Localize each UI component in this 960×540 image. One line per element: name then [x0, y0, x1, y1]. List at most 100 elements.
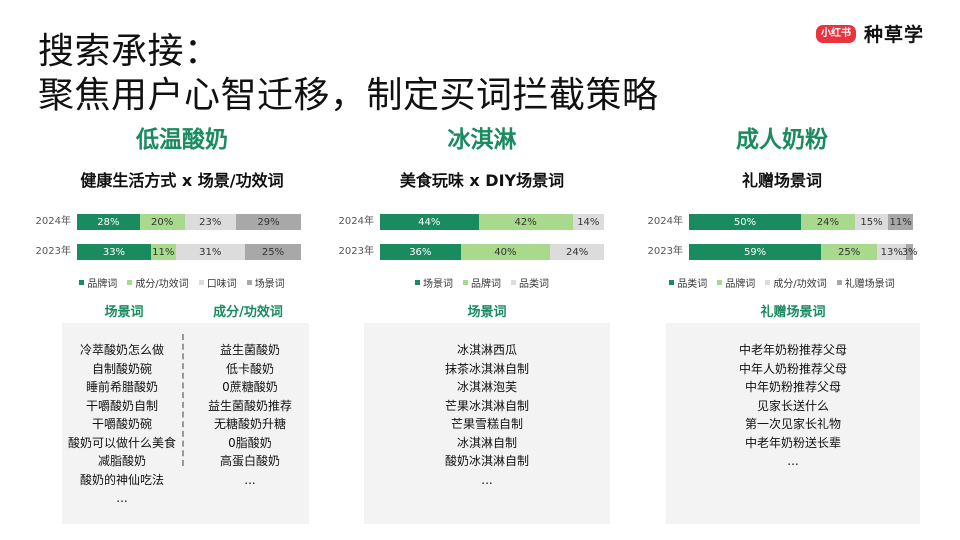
keyword-item: 自制酸奶碗 — [91, 361, 152, 376]
bar-segment: 14% — [572, 214, 604, 230]
legend-item: 场景词 — [246, 275, 285, 290]
year-label: 2024年 — [35, 216, 71, 227]
keyword-item: 冰淇淋自制 — [456, 435, 517, 450]
bar-data-label: 24% — [565, 246, 589, 258]
yogurt-scene-list: 冷萃酸奶怎么做 自制酸奶碗 睡前希腊酸奶 干嚼酸奶自制 干嚼酸奶碗 酸奶可以做什么美食 减脂… — [62, 341, 182, 508]
keyword-item: ... — [787, 454, 799, 468]
bar-data-label: 59% — [743, 246, 767, 258]
bar-segment: 28% — [77, 214, 140, 230]
legend-swatch — [463, 280, 468, 285]
legend-item: 场景词 — [415, 275, 453, 290]
keyword-item: 减脂酸奶 — [97, 454, 146, 468]
legend-item: 品牌词 — [717, 275, 755, 290]
legend-item: 品类词 — [511, 275, 549, 290]
bar-segment: 24% — [550, 244, 604, 260]
yogurt-scene-heading: 场景词 — [104, 305, 144, 320]
legend-label: 品牌词 — [87, 279, 118, 290]
bar-data-label: 50% — [733, 216, 757, 228]
keyword-item: 0脂酸奶 — [228, 435, 272, 450]
chart-1-title: 低温酸奶 — [136, 127, 228, 153]
bar-data-label: 25% — [261, 246, 285, 258]
keyword-item: 酸奶的神仙吃法 — [79, 472, 164, 487]
bar-data-label: 14% — [577, 216, 600, 228]
bar-segment: 29% — [236, 214, 301, 230]
bar-data-label: 42% — [514, 216, 537, 228]
bar-segment: 25% — [821, 244, 878, 260]
keyword-item: 第一次见家长礼物 — [744, 417, 841, 431]
bar-data-label: 31% — [199, 246, 222, 258]
keyword-item: 益生菌酸奶推荐 — [207, 398, 292, 413]
yogurt-function-heading: 成分/功效词 — [213, 305, 283, 320]
keyword-item: 抹茶冰淇淋自制 — [444, 361, 529, 376]
legend-item: 品牌词 — [463, 275, 501, 290]
keyword-item: 干嚼酸奶自制 — [85, 398, 158, 413]
keyword-item: 见家长送什么 — [756, 398, 829, 413]
bar-data-label: 36% — [409, 246, 432, 258]
bar-data-label: 28% — [97, 216, 120, 228]
keyword-item: 高蛋白酸奶 — [219, 454, 280, 468]
bar-segment: 11% — [888, 214, 913, 230]
bar-segment: 3% — [902, 244, 918, 260]
legend-label: 品牌词 — [471, 279, 501, 290]
keyword-item: ... — [116, 491, 128, 505]
bar-segment: 31% — [175, 244, 245, 260]
keyword-item: 无糖酸奶升糖 — [213, 417, 286, 431]
icecream-scene-list: 冰淇淋西瓜 抹茶冰淇淋自制 冰淇淋泡芙 芒果冰淇淋自制 芒果雪糕自制 冰淇淋自制 酸奶冰淇淋… — [364, 341, 610, 489]
keyword-item: 酸奶冰淇淋自制 — [444, 454, 529, 468]
bar-data-label: 40% — [494, 246, 517, 258]
keyword-item: 益生菌酸奶 — [219, 343, 280, 357]
brand-logo: 小红书 种草学 — [816, 20, 924, 47]
legend-item: 礼赠场景词 — [836, 275, 895, 290]
milkpowder-gift-list: 中老年奶粉推荐父母 中年人奶粉推荐父母 中年奶粉推荐父母 见家长送什么 第一次见家长礼物… — [666, 341, 920, 471]
bar-segment: 20% — [139, 214, 185, 230]
icecream-scene-heading: 场景词 — [467, 305, 507, 320]
chart-2-title: 冰淇淋 — [447, 127, 517, 153]
yogurt-function-list: 益生菌酸奶 低卡酸奶 0蔗糖酸奶 益生菌酸奶推荐 无糖酸奶升糖 0脂酸奶 高蛋白酸奶... — [190, 341, 310, 489]
bar-data-label: 23% — [199, 216, 222, 228]
keyword-item: 中年奶粉推荐父母 — [744, 380, 841, 394]
chart-3-title: 成人奶粉 — [736, 127, 828, 153]
bar-data-label: 13% — [880, 246, 903, 258]
legend-swatch — [79, 280, 85, 285]
keyword-item: ... — [481, 472, 493, 487]
bar-data-label: 11% — [152, 246, 175, 258]
milkpowder-gift-heading: 礼赠场景词 — [760, 305, 826, 320]
bar-segment: 23% — [184, 214, 237, 230]
bar-segment: 42% — [478, 214, 573, 230]
keyword-item: 芒果冰淇淋自制 — [444, 398, 529, 413]
legend-swatch — [198, 280, 204, 285]
milkpowder-keyword-panel — [666, 323, 920, 524]
legend-label: 品牌词 — [725, 279, 756, 290]
legend-item: 品类词 — [669, 275, 707, 290]
year-label: 2023年 — [647, 246, 683, 257]
legend-label: 成分/功效词 — [135, 279, 189, 290]
keyword-item: ... — [244, 472, 256, 487]
bar-data-label: 25% — [838, 246, 861, 258]
legend-label: 品类词 — [677, 279, 708, 290]
bar-segment: 36% — [380, 244, 461, 260]
bar-segment: 33% — [77, 244, 151, 260]
bar-segment: 24% — [801, 214, 855, 230]
chart-1-subtitle: 健康生活方式 x 场景/功效词 — [80, 171, 284, 190]
legend-label: 场景词 — [423, 279, 453, 290]
chart-3-legend: 品类词 品牌词 成分/功效词 礼赠场景词 — [652, 275, 912, 290]
legend-item: 成分/功效词 — [127, 275, 189, 290]
bar-data-label: 20% — [151, 216, 174, 228]
legend-swatch — [246, 280, 252, 285]
chart-2-subtitle: 美食玩味 x DIY场景词 — [399, 171, 565, 190]
legend-item: 成分/功效词 — [765, 275, 827, 290]
bar-segment: 25% — [245, 244, 301, 260]
keyword-item: 干嚼酸奶碗 — [91, 417, 152, 431]
keyword-item: 中老年奶粉推荐父母 — [738, 343, 847, 357]
chart-3-subtitle: 礼赠场景词 — [741, 171, 822, 190]
bar-data-label: 24% — [816, 216, 839, 228]
year-label: 2024年 — [647, 216, 683, 227]
yogurt-keyword-panel — [62, 323, 309, 524]
keyword-item: 中老年奶粉送长辈 — [744, 435, 841, 450]
keyword-item: 酸奶可以做什么美食 — [67, 435, 176, 450]
bar-data-label: 3% — [901, 246, 918, 258]
logo-text: 种草学 — [864, 24, 925, 46]
page-title-line2: 聚焦用户心智迁移，制定买词拦截策略 — [38, 75, 659, 116]
xiaohongshu-logo-badge: 小红书 — [816, 24, 856, 43]
year-label: 2023年 — [338, 246, 374, 257]
